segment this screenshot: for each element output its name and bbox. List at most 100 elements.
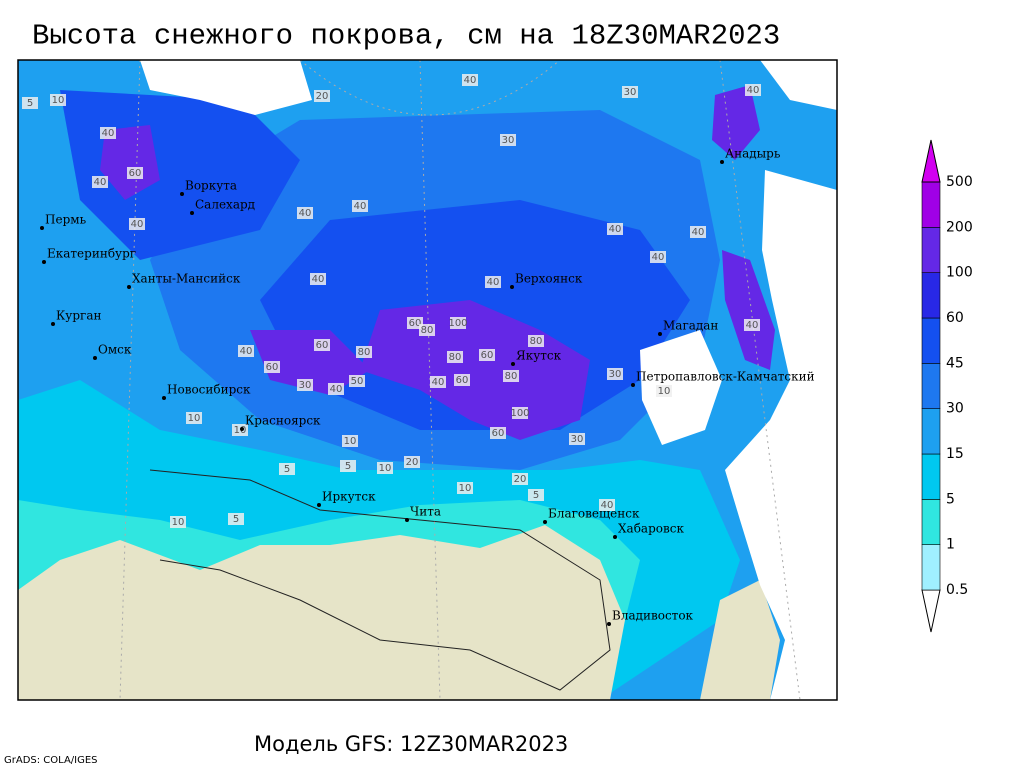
city-dot xyxy=(720,160,724,164)
contour-label-box xyxy=(622,86,638,98)
contour-label-box xyxy=(690,226,706,238)
colorbar-segment xyxy=(921,227,941,273)
city-dot xyxy=(317,503,321,507)
contour-label-box xyxy=(186,412,202,424)
city-label: Благовещенск xyxy=(548,507,640,521)
colorbar-label: 15 xyxy=(946,446,964,462)
map xyxy=(17,59,838,701)
contour-label: 40 xyxy=(299,208,312,219)
contour-label: 10 xyxy=(344,436,357,447)
contour-label-box xyxy=(356,346,372,358)
colorbar-label: 200 xyxy=(946,219,973,235)
contour-label: 80 xyxy=(505,371,518,382)
city-dot xyxy=(162,396,166,400)
contour-label: 40 xyxy=(240,346,253,357)
city-label: Курган xyxy=(56,309,101,323)
contour-label-box xyxy=(377,462,393,474)
city-dot xyxy=(93,356,97,360)
map-frame xyxy=(17,59,838,701)
contour-label-box xyxy=(228,513,244,525)
contour-label-box xyxy=(232,424,248,436)
colorbar-segment xyxy=(921,453,941,500)
city-dot xyxy=(180,192,184,196)
contour-label-box xyxy=(100,127,116,139)
contour-label-box xyxy=(340,460,356,472)
contour-label-box xyxy=(127,167,143,179)
city-dot xyxy=(190,211,194,215)
contour-label: 30 xyxy=(502,135,515,146)
contour-label: 5 xyxy=(233,514,239,525)
contour-label-box xyxy=(264,361,280,373)
contour-label: 40 xyxy=(131,219,144,230)
city-dot xyxy=(240,427,244,431)
contour-label-box xyxy=(50,94,66,106)
city-dot xyxy=(631,383,635,387)
contour-label: 10 xyxy=(188,413,201,424)
contour-label: 10 xyxy=(234,425,247,436)
contour-label-box xyxy=(22,97,38,109)
colorbar-label: 45 xyxy=(946,355,964,371)
city-dot xyxy=(42,260,46,264)
colorbar-bottom xyxy=(921,589,941,633)
city-label: Салехард xyxy=(195,198,255,212)
contour-label: 20 xyxy=(514,474,527,485)
colorbar-segment xyxy=(921,408,941,455)
contour-label-box xyxy=(314,339,330,351)
contour-label-box xyxy=(512,473,528,485)
contour-label: 60 xyxy=(266,362,279,373)
colorbar-label: 0.5 xyxy=(946,582,968,598)
city-label: Омск xyxy=(98,343,132,357)
graticule xyxy=(119,60,801,700)
colorbar-segment xyxy=(921,499,941,545)
contour-label-box xyxy=(297,207,313,219)
contour-label-box xyxy=(744,319,760,331)
city-label: Якутск xyxy=(516,349,562,363)
contour-label: 60 xyxy=(316,340,329,351)
contour-label: 80 xyxy=(530,336,543,347)
contour-label: 60 xyxy=(129,168,142,179)
contour-label: 40 xyxy=(692,227,705,238)
credit: GrADS: COLA/IGES xyxy=(4,755,98,766)
contour-label-box xyxy=(454,374,470,386)
contour-label-box xyxy=(328,383,344,395)
contour-label-box xyxy=(352,200,368,212)
contour-label: 60 xyxy=(409,318,422,329)
contour-label-box xyxy=(656,385,672,397)
city-dot xyxy=(51,322,55,326)
contour-label-box xyxy=(129,218,145,230)
contour-label-box xyxy=(447,351,463,363)
contour-label: 20 xyxy=(406,457,419,468)
contour-label-box xyxy=(349,375,365,387)
city-label: Петропавловск-Камчатский xyxy=(636,370,815,384)
contour-label: 10 xyxy=(658,386,671,397)
contour-label-box xyxy=(457,482,473,494)
contour-label: 10 xyxy=(379,463,392,474)
contour-label: 5 xyxy=(345,461,351,472)
contour-label: 60 xyxy=(492,428,505,439)
contour-label-box xyxy=(500,134,516,146)
contour-label-box xyxy=(450,317,466,329)
city-dot xyxy=(543,520,547,524)
city-dot xyxy=(405,518,409,522)
colorbar-label: 60 xyxy=(946,310,964,326)
city-dot xyxy=(511,362,515,366)
contour-label: 40 xyxy=(330,384,343,395)
contour-label-box xyxy=(569,433,585,445)
contour-label-box xyxy=(419,324,435,336)
contour-label-box xyxy=(279,463,295,475)
contour-label: 40 xyxy=(464,75,477,86)
contour-label: 10 xyxy=(52,95,65,106)
contour-label: 30 xyxy=(299,380,312,391)
contour-label: 40 xyxy=(102,128,115,139)
contour-label: 5 xyxy=(284,464,290,475)
contour-label-box xyxy=(485,276,501,288)
contour-label: 30 xyxy=(624,87,637,98)
contour-label: 40 xyxy=(432,377,445,388)
city-label: Чита xyxy=(410,505,441,519)
ocean xyxy=(640,330,722,445)
contour-label-box xyxy=(310,273,326,285)
contour-label: 40 xyxy=(746,320,759,331)
contour-label: 10 xyxy=(172,517,185,528)
